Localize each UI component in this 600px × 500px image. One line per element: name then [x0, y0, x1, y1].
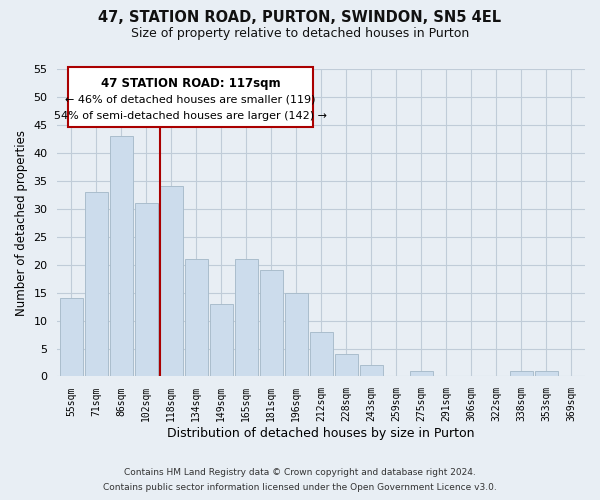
Bar — [235, 259, 257, 376]
Text: Size of property relative to detached houses in Purton: Size of property relative to detached ho… — [131, 28, 469, 40]
Bar — [160, 186, 182, 376]
Bar — [85, 192, 107, 376]
FancyBboxPatch shape — [68, 68, 313, 128]
Bar — [209, 304, 233, 376]
X-axis label: Distribution of detached houses by size in Purton: Distribution of detached houses by size … — [167, 427, 475, 440]
Bar — [510, 371, 533, 376]
Bar — [535, 371, 558, 376]
Bar — [335, 354, 358, 376]
Bar — [410, 371, 433, 376]
Y-axis label: Number of detached properties: Number of detached properties — [15, 130, 28, 316]
Bar — [110, 136, 133, 376]
Text: Contains HM Land Registry data © Crown copyright and database right 2024.: Contains HM Land Registry data © Crown c… — [124, 468, 476, 477]
Text: ← 46% of detached houses are smaller (119): ← 46% of detached houses are smaller (11… — [65, 94, 316, 104]
Text: Contains public sector information licensed under the Open Government Licence v3: Contains public sector information licen… — [103, 483, 497, 492]
Text: 47, STATION ROAD, PURTON, SWINDON, SN5 4EL: 47, STATION ROAD, PURTON, SWINDON, SN5 4… — [98, 10, 502, 25]
Bar — [134, 203, 158, 376]
Bar — [284, 292, 308, 376]
Bar — [59, 298, 83, 376]
Text: 54% of semi-detached houses are larger (142) →: 54% of semi-detached houses are larger (… — [54, 110, 327, 120]
Bar — [310, 332, 333, 376]
Bar — [260, 270, 283, 376]
Bar — [185, 259, 208, 376]
Text: 47 STATION ROAD: 117sqm: 47 STATION ROAD: 117sqm — [101, 76, 280, 90]
Bar — [360, 366, 383, 376]
